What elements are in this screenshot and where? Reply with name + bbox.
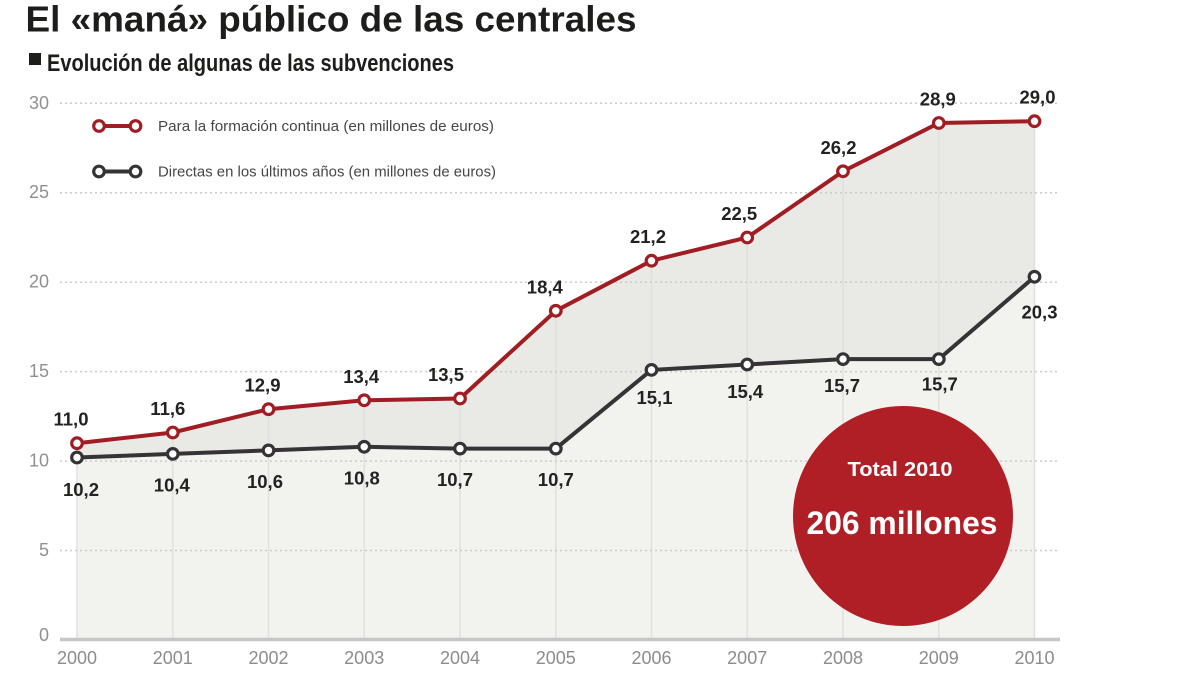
svg-text:13,4: 13,4 (343, 366, 380, 387)
svg-text:10,8: 10,8 (344, 467, 380, 488)
svg-text:Evolución de algunas de las su: Evolución de algunas de las subvenciones (47, 50, 454, 77)
svg-text:10,2: 10,2 (63, 479, 99, 500)
svg-text:5: 5 (39, 540, 49, 560)
svg-text:10,7: 10,7 (538, 469, 574, 490)
svg-text:29,0: 29,0 (1019, 87, 1055, 108)
svg-text:15,7: 15,7 (824, 375, 860, 396)
svg-text:2007: 2007 (727, 648, 767, 668)
svg-text:15,7: 15,7 (922, 374, 958, 395)
svg-text:30: 30 (29, 93, 49, 113)
svg-text:25: 25 (29, 182, 49, 202)
svg-text:18,4: 18,4 (527, 276, 564, 297)
svg-text:20,3: 20,3 (1021, 301, 1057, 322)
svg-text:11,6: 11,6 (150, 398, 185, 419)
svg-text:15,4: 15,4 (727, 381, 764, 402)
svg-text:2009: 2009 (919, 648, 959, 668)
svg-text:10,4: 10,4 (154, 474, 191, 495)
svg-text:20: 20 (29, 272, 49, 292)
svg-text:Total 2010: Total 2010 (848, 459, 953, 481)
svg-text:2008: 2008 (823, 648, 863, 668)
svg-text:2005: 2005 (536, 648, 576, 668)
svg-text:26,2: 26,2 (820, 137, 856, 158)
svg-text:2002: 2002 (248, 648, 288, 668)
svg-text:15,1: 15,1 (636, 387, 672, 408)
svg-text:2010: 2010 (1014, 648, 1054, 668)
svg-text:10: 10 (29, 451, 49, 471)
svg-text:2006: 2006 (631, 648, 671, 668)
svg-text:2001: 2001 (153, 648, 193, 668)
svg-text:206 millones: 206 millones (807, 505, 998, 541)
svg-text:21,2: 21,2 (630, 226, 666, 247)
svg-text:12,9: 12,9 (244, 375, 280, 396)
svg-text:28,9: 28,9 (920, 89, 956, 110)
svg-text:2003: 2003 (344, 648, 384, 668)
svg-text:11,0: 11,0 (54, 409, 89, 430)
svg-text:2000: 2000 (57, 648, 97, 668)
svg-text:13,5: 13,5 (428, 364, 464, 385)
svg-text:Para la formación continua (en: Para la formación continua (en millones … (158, 118, 494, 135)
svg-text:0: 0 (39, 625, 49, 645)
svg-text:15: 15 (29, 361, 49, 381)
svg-text:El «maná» público de las centr: El «maná» público de las centrales (26, 0, 637, 40)
svg-text:22,5: 22,5 (721, 203, 757, 224)
svg-text:10,6: 10,6 (247, 471, 283, 492)
svg-text:2004: 2004 (440, 648, 480, 668)
svg-text:Directas en los últimos años (: Directas en los últimos años (en millone… (158, 164, 496, 181)
svg-text:10,7: 10,7 (437, 469, 473, 490)
